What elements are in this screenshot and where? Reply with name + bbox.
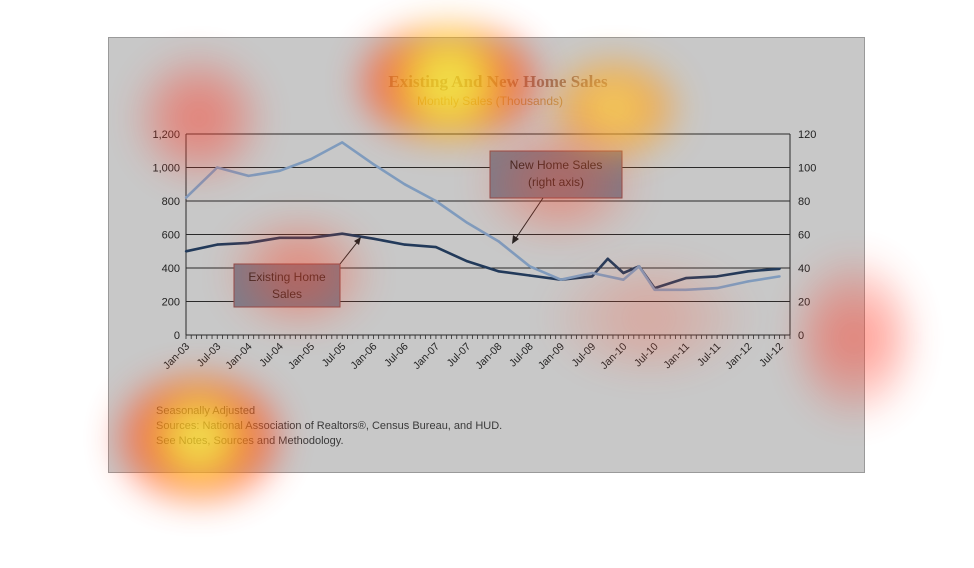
left-tick-label: 1,200 — [152, 129, 180, 141]
x-tick-label: Jan-03 — [161, 341, 192, 372]
x-tick-label: Jan-12 — [723, 341, 754, 372]
x-tick-label: Jan-08 — [473, 341, 504, 372]
x-axis: Jan-03 Jul-03 Jan-04 Jul-04 Jan-05 Jul-05 Jan-… — [161, 341, 786, 372]
x-tick-label: Jul-08 — [507, 341, 536, 370]
right-tick-label: 0 — [798, 330, 804, 342]
existing-home-point — [715, 275, 719, 278]
new-home-point — [559, 278, 563, 281]
new-home-point — [778, 275, 781, 278]
existing-home-point — [184, 250, 188, 253]
annotation-existing-home-arrow — [339, 239, 360, 265]
new-home-point — [497, 240, 500, 243]
annotation-new-home-arrow — [513, 197, 544, 242]
x-tick-label: Jan-05 — [286, 341, 317, 372]
left-tick-label: 1,000 — [152, 163, 180, 175]
new-home-point — [247, 174, 250, 178]
left-tick-label: 200 — [162, 297, 180, 309]
left-tick-label: 400 — [162, 263, 180, 275]
annotation-new-home-line2: (right axis) — [528, 175, 584, 189]
note-methodology: See Notes, Sources and Methodology. — [156, 435, 344, 447]
right-tick-label: 60 — [798, 230, 810, 242]
right-tick-label: 20 — [798, 297, 810, 309]
new-home-point — [590, 271, 594, 275]
left-tick-label: 600 — [162, 230, 180, 242]
chart-svg: Existing And New Home Sales Monthly Sale… — [152, 72, 816, 447]
new-home-point — [528, 265, 531, 268]
x-tick-label: Jul-11 — [695, 341, 723, 369]
existing-home-point — [747, 270, 750, 273]
right-tick-label: 40 — [798, 263, 810, 275]
note-sources: Sources: National Association of Realtor… — [156, 420, 502, 432]
chart-panel: Existing And New Home Sales Monthly Sale… — [108, 28, 909, 498]
existing-home-point — [497, 270, 500, 273]
x-tick-label: Jul-03 — [195, 341, 224, 370]
existing-home-point — [309, 236, 313, 239]
note-seasonally-adjusted: Seasonally Adjusted — [156, 405, 255, 417]
new-home-point — [434, 199, 438, 203]
annotation-existing-home-arrowhead — [354, 237, 361, 245]
x-tick-label: Jul-05 — [320, 341, 349, 370]
annotation-new-home: New Home Sales (right axis) — [489, 150, 623, 244]
annotation-existing-home-line1: Existing Home — [248, 270, 326, 284]
annotation-new-home-box — [489, 150, 623, 199]
existing-home-point — [247, 241, 250, 245]
existing-home-point — [466, 260, 469, 263]
x-tick-label: Jan-11 — [661, 341, 692, 372]
new-home-point — [278, 169, 281, 172]
new-home-point — [684, 288, 688, 291]
annotation-new-home-arrowhead — [512, 235, 519, 244]
existing-home-point — [606, 257, 609, 260]
chart-subtitle: Monthly Sales (Thousands) — [417, 94, 563, 108]
x-tick-label: Jul-10 — [632, 341, 661, 370]
new-home-point — [653, 288, 656, 291]
existing-home-point — [528, 274, 531, 277]
existing-home-point — [622, 271, 625, 275]
x-tick-label: Jan-04 — [223, 341, 254, 372]
existing-home-point — [372, 237, 375, 240]
x-tick-label: Jul-09 — [570, 341, 599, 370]
new-home-point — [403, 183, 406, 186]
annotation-new-home-line1: New Home Sales — [510, 158, 603, 172]
new-home-point — [466, 221, 469, 224]
new-home-point — [309, 157, 313, 161]
existing-home-point — [684, 276, 688, 280]
left-axis: 0 200 400 600 800 1,000 1,200 — [152, 129, 180, 342]
right-tick-label: 80 — [798, 196, 810, 208]
new-home-point — [622, 278, 625, 281]
new-home-point — [747, 280, 750, 283]
new-home-point — [184, 196, 188, 199]
existing-home-point — [278, 236, 281, 239]
x-tick-label: Jan-06 — [348, 341, 379, 372]
right-axis: 0 20 40 60 80 100 120 — [798, 129, 816, 342]
new-home-point — [637, 265, 641, 268]
new-home-point — [216, 166, 219, 169]
right-tick-label: 100 — [798, 163, 816, 175]
annotation-existing-home: Existing Home Sales — [233, 237, 361, 308]
existing-home-point — [341, 232, 344, 235]
left-tick-label: 0 — [174, 330, 180, 342]
existing-home-point — [216, 243, 219, 246]
existing-home-point — [434, 245, 438, 249]
x-tick-label: Jul-07 — [445, 341, 474, 370]
right-tick-label: 120 — [798, 129, 816, 141]
existing-home-point — [778, 267, 781, 270]
series-lines — [184, 141, 781, 292]
existing-home-point — [590, 275, 594, 278]
x-tick-label: Jul-04 — [257, 341, 286, 370]
chart-title: Existing And New Home Sales — [388, 72, 608, 91]
new-home-point — [341, 141, 344, 144]
existing-home-point — [403, 243, 406, 246]
x-tick-label: Jan-09 — [536, 341, 567, 372]
x-tick-label: Jul-12 — [757, 341, 786, 370]
new-home-point — [715, 286, 719, 290]
x-tick-label: Jan-07 — [411, 341, 442, 372]
new-home-point — [372, 163, 375, 166]
x-tick-label: Jul-06 — [382, 341, 411, 370]
annotation-existing-home-line2: Sales — [272, 287, 302, 301]
left-tick-label: 800 — [162, 196, 180, 208]
x-tick-label: Jan-10 — [598, 341, 629, 372]
